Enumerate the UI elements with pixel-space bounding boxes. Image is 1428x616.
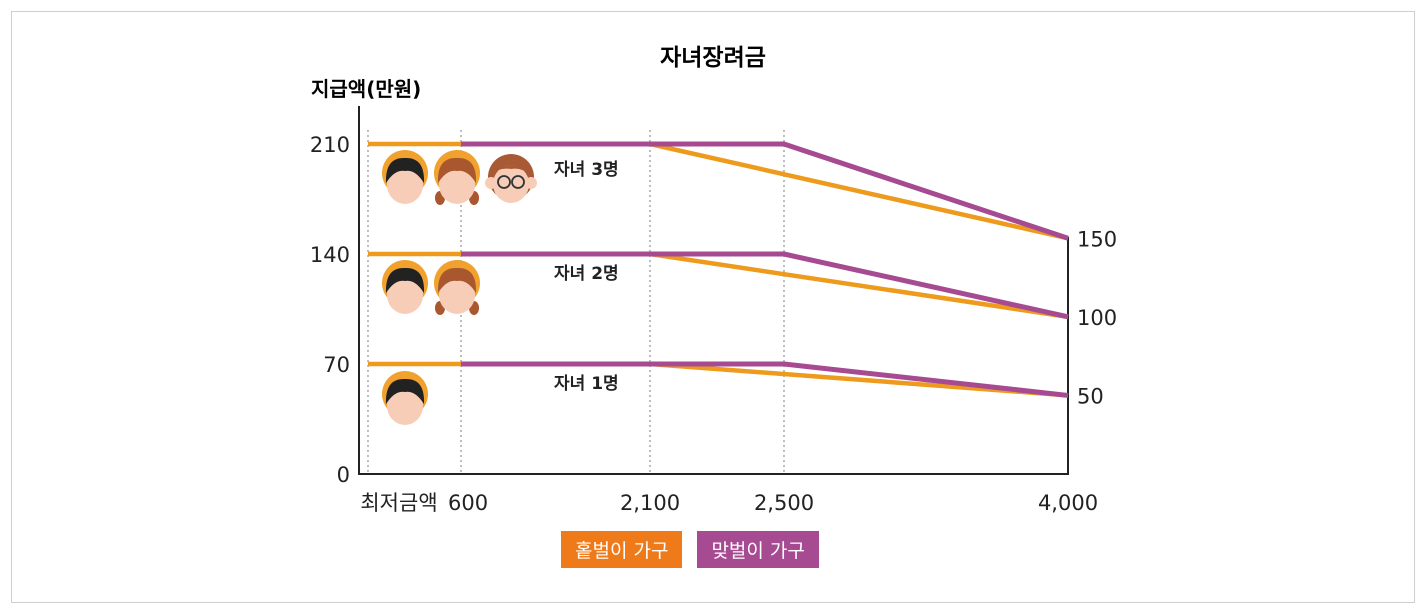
axes [358, 106, 1069, 475]
right-y-tick-label: 50 [1077, 384, 1104, 408]
series-lines [368, 141, 1069, 398]
boy-face-icon [382, 150, 428, 204]
series-line-dual [461, 251, 1069, 320]
y-axis-label: 지급액(만원) [311, 77, 421, 101]
right-y-tick-label: 150 [1077, 227, 1117, 251]
chart-frame [11, 11, 1415, 603]
series-group: 자녀 3명 [382, 150, 619, 205]
x-tick-label: 600 [448, 491, 488, 515]
girl-face-icon [434, 150, 480, 205]
y-tick-label: 140 [310, 243, 350, 267]
series-group-label: 자녀 3명 [554, 160, 619, 180]
x-tick-label: 최저금액 [360, 491, 437, 515]
series-group: 자녀 1명 [382, 371, 619, 425]
glasses-kid-face-icon [485, 154, 537, 203]
legend-item-single: 홑벌이 가구 [561, 531, 683, 568]
y-tick-label: 0 [337, 463, 350, 487]
legend-item-dual: 맞벌이 가구 [697, 531, 819, 568]
x-tick-label: 2,100 [620, 491, 680, 515]
boy-face-icon [382, 371, 428, 425]
series-group-label: 자녀 2명 [554, 264, 619, 284]
girl-face-icon [434, 260, 480, 315]
y-tick-label: 210 [310, 133, 350, 157]
tick-labels: 0 70 140 210 최저금액 600 2,100 2,500 4,000 150 100 50 [310, 133, 1117, 515]
series-line-dual [461, 141, 1069, 241]
x-tick-label: 2,500 [754, 491, 814, 515]
series-line-single [368, 361, 1069, 398]
boy-face-icon [382, 260, 428, 314]
series-group-label: 자녀 1명 [554, 374, 619, 394]
legend: 홑벌이 가구 맞벌이 가구 [561, 531, 819, 568]
right-y-tick-label: 100 [1077, 306, 1117, 330]
series-line-dual [461, 361, 1069, 398]
y-tick-label: 70 [323, 353, 350, 377]
grid-lines [367, 130, 785, 474]
x-tick-label: 4,000 [1038, 491, 1098, 515]
series-group: 자녀 2명 [382, 260, 619, 315]
chart-title: 자녀장려금 [660, 45, 766, 71]
